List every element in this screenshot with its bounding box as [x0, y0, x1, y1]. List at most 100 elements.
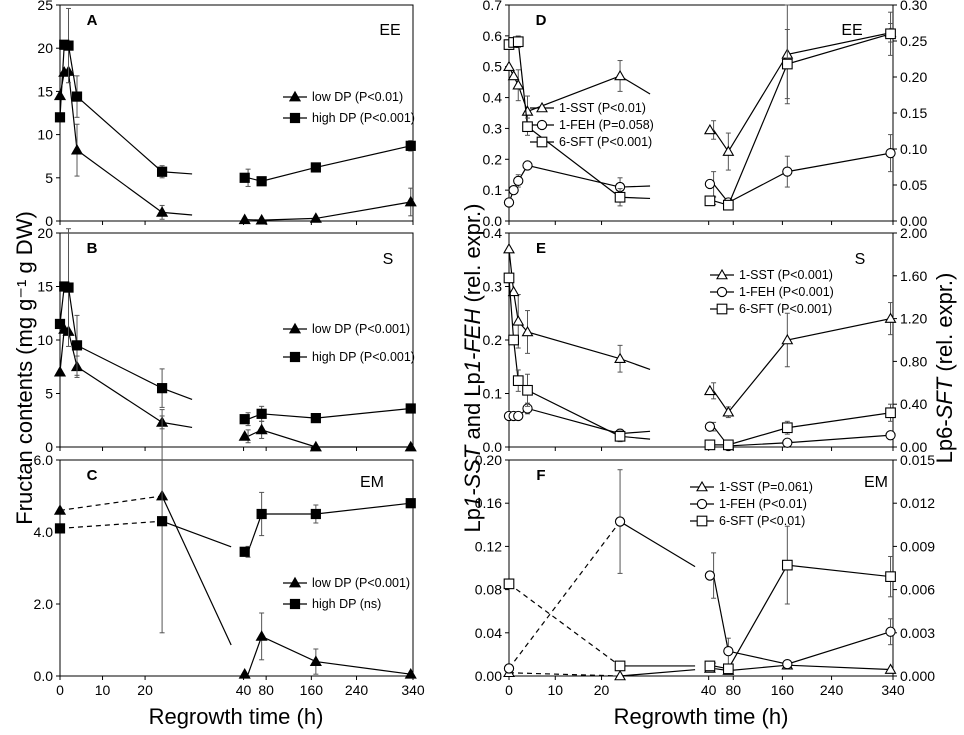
series-6-sft: 6-SFT (P<0.01): [503, 514, 896, 675]
series-break-line: [161, 495, 232, 646]
series-break-line: [619, 521, 696, 568]
legend-marker: [716, 268, 728, 280]
data-point: [512, 375, 524, 387]
panel-frame: [508, 459, 894, 677]
data-point: [256, 508, 267, 520]
y-tick-label: 0.16: [475, 495, 502, 511]
data-point: [885, 430, 896, 441]
data-point: [614, 516, 626, 527]
y-tick-label: 0: [45, 439, 53, 455]
y2-tick-label: 1.20: [900, 311, 927, 327]
right-y-axis-label: Lp6-SFT (rel. expr.): [932, 273, 957, 464]
x-tick-label: 20: [594, 682, 610, 698]
legend-entry: 1-SST (P<0.001): [739, 268, 833, 282]
series-break-line: [162, 211, 193, 216]
series-line-phase2: [244, 145, 411, 182]
data-point: [512, 79, 525, 90]
data-point: [723, 646, 734, 657]
data-point: [522, 384, 533, 396]
panel-condition: S: [855, 251, 866, 268]
series-low-dp: low DP (P<0.001): [53, 489, 417, 679]
data-point: [885, 147, 896, 159]
series-break-line: [620, 669, 696, 677]
x-tick-label: 80: [258, 682, 274, 698]
y-tick-label: 0.6: [483, 28, 503, 44]
legend-entry: high DP (P<0.001): [312, 350, 415, 364]
legend-marker: [289, 598, 301, 610]
y-tick-label: 5: [45, 170, 53, 186]
y2-tick-label: 0.00: [900, 439, 927, 455]
series-line-phase1: [508, 672, 621, 677]
right-y-label-part: (rel. expr.): [932, 273, 957, 378]
y2-tick-label: 0.000: [900, 668, 935, 684]
middle-y-label-part: Lp: [460, 508, 485, 532]
legend-entry: low DP (P<0.01): [312, 90, 403, 104]
panel-frame: [59, 232, 414, 448]
series-break-line: [161, 520, 232, 548]
data-point: [722, 145, 735, 156]
data-point: [255, 630, 268, 641]
series-6-sft: 6-SFT (P<0.001): [503, 272, 896, 451]
panel-frame: [59, 459, 414, 677]
data-point: [238, 430, 251, 441]
left-y-axis-label: Fructan contents (mg g⁻¹ g DW): [12, 211, 37, 525]
right-y-label-part: Lp6-: [932, 419, 957, 463]
data-point: [522, 160, 533, 171]
data-point: [507, 285, 520, 297]
x-tick-label: 40: [701, 682, 717, 698]
data-point: [404, 440, 417, 452]
data-point: [722, 199, 734, 211]
series-low-dp: low DP (P<0.001): [53, 322, 417, 452]
y-tick-label: 6.0: [34, 452, 54, 468]
y-tick-label: 10: [37, 127, 53, 143]
series-high-dp: high DP (ns): [54, 409, 416, 634]
x-tick-label: 10: [547, 682, 563, 698]
legend-marker: [536, 136, 548, 148]
y-tick-label: 0.08: [475, 582, 502, 598]
panel-condition: EM: [360, 474, 384, 491]
data-point: [53, 504, 67, 515]
y-tick-label: 0.5: [483, 59, 503, 75]
legend-marker: [288, 90, 302, 102]
panel-condition: EE: [841, 22, 862, 39]
data-point: [507, 69, 520, 81]
legend-entry: 6-SFT (P<0.001): [559, 135, 652, 149]
x-tick-label: 10: [95, 682, 111, 698]
series-line-phase2: [709, 426, 891, 447]
data-point: [508, 184, 519, 196]
data-point: [309, 655, 322, 666]
data-point: [71, 340, 83, 351]
data-point: [782, 658, 793, 670]
series-1-sst: 1-SST (P=0.061): [503, 480, 897, 681]
legend-entry: low DP (P<0.001): [312, 576, 410, 590]
right-x-axis-label: Regrowth time (h): [614, 704, 789, 729]
data-point: [512, 315, 525, 326]
legend-entry: 6-SFT (P<0.01): [719, 514, 805, 528]
middle-y-label-part: 1-FEH: [460, 309, 485, 373]
series-line-phase2: [244, 429, 411, 448]
y2-tick-label: 2.00: [900, 225, 927, 241]
data-point: [503, 60, 515, 72]
data-point: [310, 508, 321, 520]
right-y-label-part: SFT: [932, 376, 957, 419]
data-point: [521, 325, 534, 337]
data-point: [722, 406, 735, 417]
data-point: [256, 176, 267, 187]
data-point: [405, 403, 416, 414]
data-point: [614, 69, 627, 81]
series-line-phase2: [709, 32, 891, 153]
panel-letter: C: [87, 467, 98, 484]
series-line-phase2: [709, 318, 891, 414]
data-point: [255, 213, 268, 225]
data-point: [54, 523, 66, 534]
series-line-phase1: [59, 495, 163, 511]
series-line-phase2: [709, 412, 891, 446]
legend-marker: [716, 286, 728, 298]
legend-entry: 6-SFT (P<0.001): [739, 302, 832, 316]
data-point: [54, 318, 66, 330]
data-point: [404, 667, 417, 679]
data-point: [255, 423, 268, 435]
data-point: [884, 663, 897, 674]
data-point: [521, 105, 534, 116]
